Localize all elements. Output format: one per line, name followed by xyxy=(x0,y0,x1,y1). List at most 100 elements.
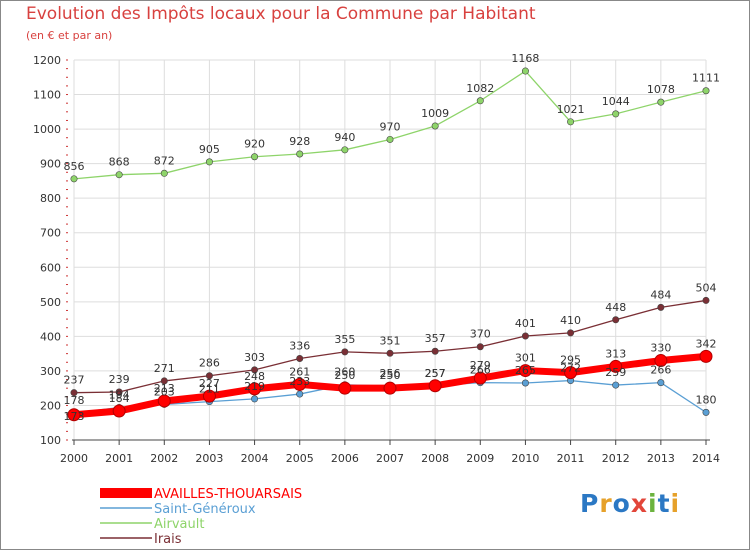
data-point xyxy=(248,382,262,396)
data-point xyxy=(521,67,529,75)
chart-subtitle: (en € et par an) xyxy=(26,29,113,42)
legend-label: Airvault xyxy=(154,517,204,532)
data-point xyxy=(476,97,484,105)
logo-letter: P xyxy=(580,489,600,518)
data-label: 1082 xyxy=(466,82,494,95)
data-point xyxy=(115,388,123,396)
data-label: 370 xyxy=(470,328,491,341)
data-label: 257 xyxy=(425,367,446,380)
y-tick-label: 1200 xyxy=(33,54,61,67)
data-point xyxy=(112,404,126,418)
y-tick-label: 600 xyxy=(40,261,61,274)
data-label: 266 xyxy=(650,364,671,377)
data-point xyxy=(567,329,575,337)
data-label: 448 xyxy=(605,301,626,314)
data-point xyxy=(518,364,532,378)
data-point xyxy=(567,118,575,126)
data-label: 1168 xyxy=(511,52,539,65)
data-point xyxy=(386,135,394,143)
data-label: 178 xyxy=(64,394,85,407)
y-tick-label: 200 xyxy=(40,399,61,412)
data-point xyxy=(612,316,620,324)
data-point xyxy=(657,98,665,106)
legend-label: AVAILLES-THOUARSAIS xyxy=(154,487,302,502)
data-point xyxy=(383,381,397,395)
data-point xyxy=(341,146,349,154)
data-point xyxy=(699,349,713,363)
logo-letter: r xyxy=(599,489,613,518)
data-label: 266 xyxy=(470,364,491,377)
y-tick-label: 800 xyxy=(40,192,61,205)
data-label: 504 xyxy=(696,281,717,294)
data-label: 351 xyxy=(380,334,401,347)
x-tick-label: 2000 xyxy=(60,452,88,465)
data-point xyxy=(702,408,710,416)
data-label: 920 xyxy=(244,138,265,151)
data-point xyxy=(431,347,439,355)
logo-letter: x xyxy=(630,489,648,518)
y-tick-label: 300 xyxy=(40,365,61,378)
data-point xyxy=(296,390,304,398)
legend-label: Saint-Généroux xyxy=(154,502,256,517)
data-point xyxy=(202,389,216,403)
data-label: 401 xyxy=(515,317,536,330)
chart-title: Evolution des Impôts locaux pour la Comm… xyxy=(26,4,536,24)
data-point xyxy=(338,381,352,395)
data-label: 342 xyxy=(696,337,717,350)
y-tick-label: 100 xyxy=(40,434,61,447)
data-point xyxy=(521,332,529,340)
data-label: 872 xyxy=(154,154,175,167)
x-tick-label: 2006 xyxy=(331,452,359,465)
legend-label: Irais xyxy=(154,532,182,547)
x-tick-label: 2007 xyxy=(376,452,404,465)
data-point xyxy=(386,349,394,357)
data-point xyxy=(296,354,304,362)
data-point xyxy=(205,158,213,166)
data-label-layer: 856 868 872 905 920 928 940 970 1009 1082 1168 1021… xyxy=(64,52,721,423)
data-point xyxy=(612,110,620,118)
data-label: 213 xyxy=(154,382,175,395)
data-point xyxy=(428,379,442,393)
data-label: 219 xyxy=(244,380,265,393)
x-tick-label: 2009 xyxy=(466,452,494,465)
data-point xyxy=(654,354,668,368)
data-label: 303 xyxy=(244,351,265,364)
data-label: 173 xyxy=(64,410,85,423)
data-label: 357 xyxy=(425,332,446,345)
y-tick-label: 700 xyxy=(40,227,61,240)
y-tick-label: 400 xyxy=(40,330,61,343)
data-point xyxy=(609,359,623,373)
data-label: 233 xyxy=(289,375,310,388)
data-label: 194 xyxy=(109,389,130,402)
data-label: 260 xyxy=(334,366,355,379)
data-label: 250 xyxy=(380,369,401,382)
data-point xyxy=(251,366,259,374)
data-label: 330 xyxy=(650,342,671,355)
data-point xyxy=(341,348,349,356)
data-label: 484 xyxy=(650,288,671,301)
data-label: 272 xyxy=(560,362,581,375)
data-point xyxy=(160,377,168,385)
data-point xyxy=(115,171,123,179)
logo-letter: o xyxy=(612,489,631,518)
data-point xyxy=(476,343,484,351)
data-label: 184 xyxy=(109,392,130,405)
data-label: 259 xyxy=(605,366,626,379)
data-label: 336 xyxy=(289,339,310,352)
data-label: 248 xyxy=(244,370,265,383)
x-tick-label: 2001 xyxy=(105,452,133,465)
data-point xyxy=(251,395,259,403)
data-label: 261 xyxy=(289,365,310,378)
data-label: 856 xyxy=(64,160,85,173)
data-label: 203 xyxy=(154,385,175,398)
x-tick-label: 2008 xyxy=(421,452,449,465)
data-point xyxy=(521,379,529,387)
data-point xyxy=(70,175,78,183)
grid-layer xyxy=(73,59,707,441)
data-point xyxy=(473,371,487,385)
x-tick-label: 2014 xyxy=(692,452,720,465)
x-tick-label: 2004 xyxy=(241,452,269,465)
data-label: 1044 xyxy=(602,95,630,108)
data-label: 1078 xyxy=(647,83,675,96)
